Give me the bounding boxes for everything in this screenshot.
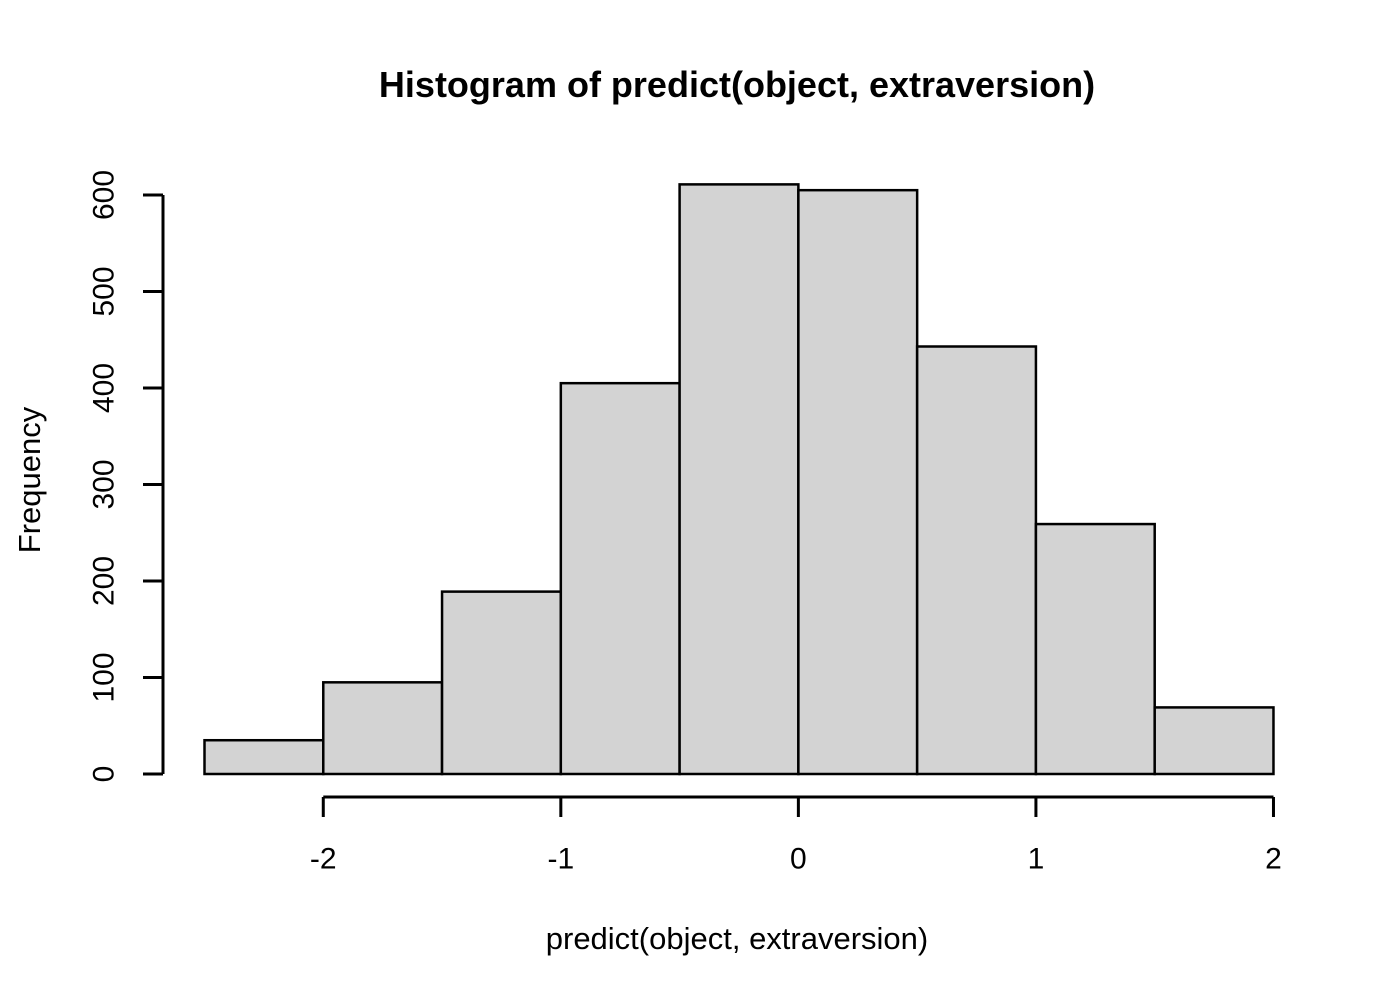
y-axis: 0 100 200 300 400 500 600 xyxy=(88,170,165,783)
histogram-bar xyxy=(440,590,563,776)
y-tick-label: 200 xyxy=(88,556,121,606)
y-tick-label: 400 xyxy=(88,363,121,413)
histogram-bar xyxy=(797,188,919,776)
histogram-bar xyxy=(322,681,444,776)
histogram-bar xyxy=(915,345,1038,776)
x-tick-label: 1 xyxy=(1028,843,1045,876)
x-axis-title: predict(object, extraversion) xyxy=(546,921,929,956)
x-tick-label: -1 xyxy=(547,843,574,876)
histogram-bar xyxy=(1153,706,1275,776)
histogram-bar xyxy=(1034,522,1156,776)
chart-title: Histogram of predict(object, extraversio… xyxy=(379,64,1095,105)
x-tick-label: 0 xyxy=(790,843,807,876)
y-tick-label: 500 xyxy=(88,266,121,316)
histogram-bar xyxy=(678,183,800,776)
y-tick-label: 600 xyxy=(88,170,121,220)
histogram-bar xyxy=(559,381,681,776)
histogram-bars xyxy=(203,183,1275,776)
x-axis: -2 -1 0 1 2 xyxy=(310,795,1282,876)
y-tick-label: 0 xyxy=(88,766,121,783)
histogram-bar xyxy=(203,738,325,776)
y-tick-label: 300 xyxy=(88,459,121,509)
x-tick-label: 2 xyxy=(1265,843,1282,876)
x-tick-label: -2 xyxy=(310,843,337,876)
y-axis-title: Frequency xyxy=(12,406,47,553)
y-tick-label: 100 xyxy=(88,652,121,702)
